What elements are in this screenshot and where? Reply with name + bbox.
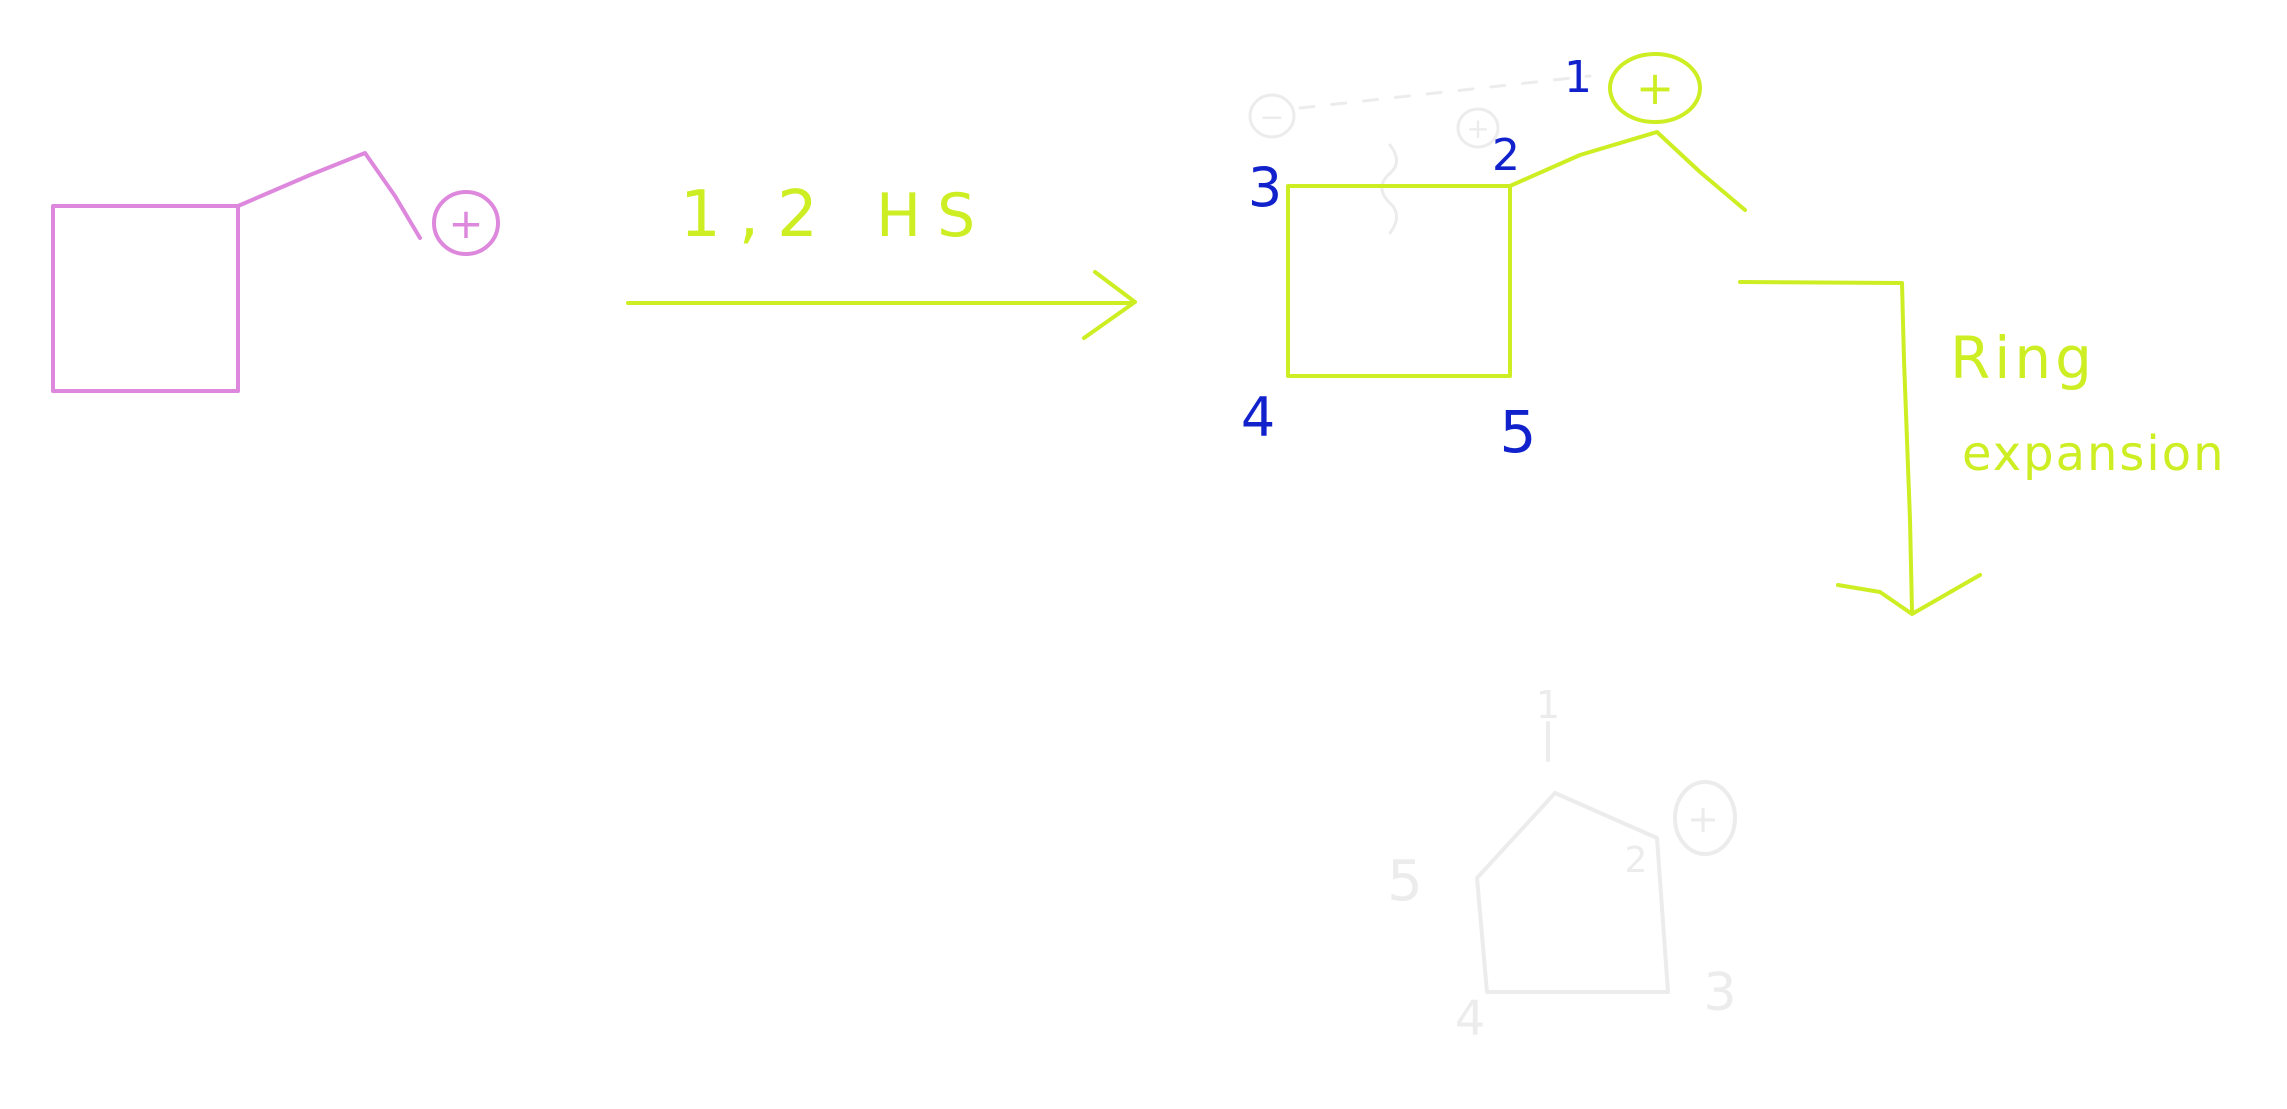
reactant-molecule: [51, 151, 500, 393]
step1-label-numbers: 1,2: [680, 178, 836, 252]
product-atom-label-1: 1: [1536, 683, 1560, 727]
faint-plus-circle: [1456, 107, 1500, 149]
intermediate-molecule: [1286, 52, 1747, 378]
intermediate-charge-circle: [1608, 52, 1702, 124]
product-atom-label-2: 2: [1625, 840, 1648, 881]
faint-plus-sign: +: [1466, 112, 1489, 145]
step2-label-expansion: expansion: [1962, 426, 2226, 482]
product-atom-label-5: 5: [1387, 849, 1423, 914]
reactant-cyclobutane-ring: [51, 204, 240, 393]
atom-label-2: 2: [1492, 130, 1520, 181]
product-charge-circle: [1673, 780, 1737, 856]
atom-label-5: 5: [1500, 398, 1537, 466]
product-charge-sign: +: [1687, 797, 1719, 841]
faint-bond-break-mark: [1380, 143, 1398, 235]
faint-dashed-line: [1298, 74, 1592, 110]
intermediate-side-chain: [1508, 130, 1747, 212]
intermediate-cyclobutane-ring: [1286, 184, 1512, 378]
atom-label-1: 1: [1564, 52, 1592, 103]
faint-minus-sign: −: [1259, 100, 1284, 135]
step2-arrow: [1738, 280, 1982, 616]
product-molecule: [1475, 721, 1737, 994]
product-cyclopentane-ring: [1475, 791, 1670, 994]
atom-label-3: 3: [1248, 156, 1282, 219]
step1-arrow: [626, 270, 1137, 340]
reactant-charge-sign: +: [448, 199, 483, 248]
step1-label-letters: HS: [876, 181, 991, 251]
faint-minus-circle: [1248, 93, 1296, 139]
reactant-side-chain: [236, 151, 422, 240]
atom-label-4: 4: [1241, 386, 1275, 449]
product-atom-label-3: 3: [1703, 963, 1736, 1023]
product-atom-label-4: 4: [1455, 991, 1486, 1047]
intermediate-charge-sign: +: [1636, 61, 1675, 115]
faint-annotation: [1248, 74, 1592, 235]
reactant-charge-circle: [432, 190, 500, 256]
step2-label-ring: Ring: [1950, 324, 2096, 392]
